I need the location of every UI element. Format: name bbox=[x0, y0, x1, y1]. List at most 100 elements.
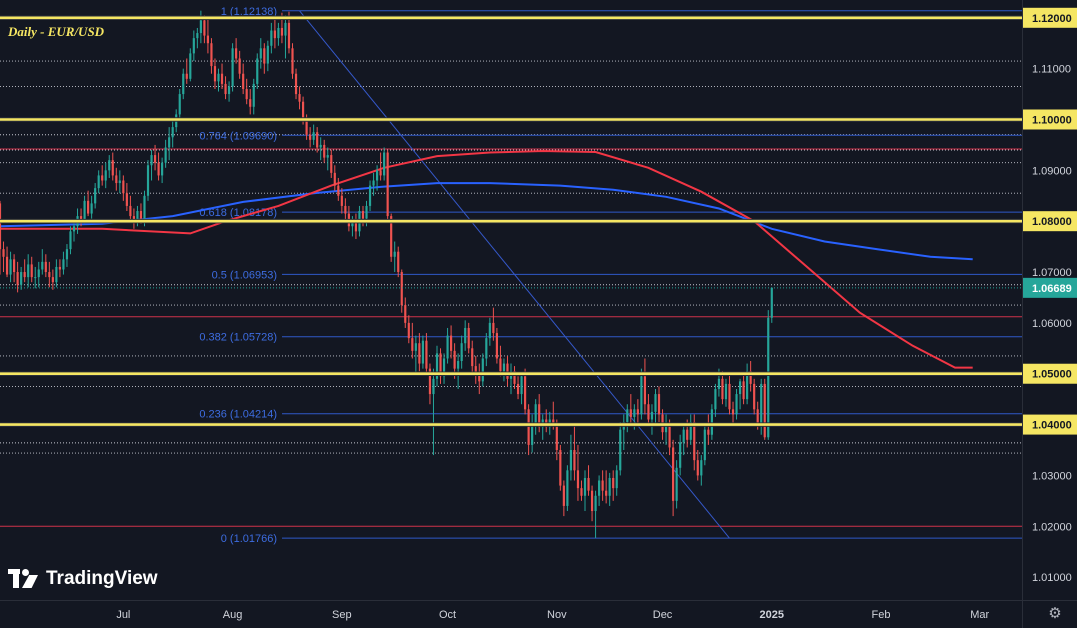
price-tick-highlight bbox=[1023, 363, 1077, 384]
time-tick-label: 2025 bbox=[760, 609, 784, 621]
bullish-candle bbox=[136, 211, 139, 222]
bullish-candle bbox=[365, 205, 368, 219]
bullish-candle bbox=[531, 424, 534, 445]
bullish-candle bbox=[464, 327, 467, 344]
bearish-candle bbox=[647, 404, 650, 420]
bearish-candle bbox=[404, 305, 407, 323]
bearish-candle bbox=[337, 185, 340, 196]
price-tick-label: 1.09000 bbox=[1032, 165, 1072, 177]
bearish-candle bbox=[224, 83, 227, 95]
bullish-candle bbox=[27, 264, 30, 278]
bearish-candle bbox=[361, 211, 365, 219]
bullish-candle bbox=[375, 170, 379, 181]
bullish-candle bbox=[675, 467, 678, 501]
bearish-candle bbox=[111, 160, 114, 176]
bullish-candle bbox=[277, 27, 280, 39]
bearish-candle bbox=[79, 216, 83, 222]
bearish-candle bbox=[122, 180, 125, 194]
bullish-candle bbox=[583, 477, 587, 496]
bearish-candle bbox=[157, 162, 160, 176]
bullish-candle bbox=[270, 30, 273, 46]
bullish-candle bbox=[735, 394, 738, 415]
bullish-candle bbox=[69, 231, 72, 250]
bearish-candle bbox=[344, 205, 347, 214]
time-tick-label: Oct bbox=[439, 609, 456, 621]
bullish-candle bbox=[104, 170, 107, 181]
bearish-candle bbox=[425, 340, 428, 369]
bullish-candle bbox=[432, 378, 435, 395]
price-tick-highlight bbox=[1023, 7, 1077, 28]
bearish-candle bbox=[400, 272, 403, 306]
price-tick-label: 1.10000 bbox=[1032, 114, 1072, 126]
settings-gear-icon[interactable]: ⚙ bbox=[1048, 605, 1062, 622]
bullish-candle bbox=[710, 409, 713, 435]
bullish-candle bbox=[770, 287, 773, 318]
bullish-candle bbox=[619, 429, 622, 471]
bearish-candle bbox=[693, 422, 696, 461]
bearish-candle bbox=[467, 327, 470, 349]
bullish-candle bbox=[150, 155, 153, 166]
bullish-candle bbox=[37, 269, 40, 278]
fib-level-label: 0.5 (1.06953) bbox=[212, 269, 277, 281]
bullish-candle bbox=[738, 381, 742, 395]
bearish-candle bbox=[453, 350, 456, 369]
tradingview-logo: TradingView bbox=[8, 568, 158, 590]
bullish-candle bbox=[168, 137, 171, 148]
bullish-candle bbox=[594, 495, 597, 512]
bearish-candle bbox=[728, 383, 731, 410]
current-price-label: 1.06689 bbox=[1032, 283, 1072, 295]
bullish-candle bbox=[679, 442, 682, 468]
bullish-candle bbox=[714, 388, 717, 410]
bearish-candle bbox=[129, 205, 132, 217]
bullish-candle bbox=[703, 429, 706, 461]
bullish-candle bbox=[284, 22, 287, 36]
time-tick-label: Aug bbox=[223, 609, 243, 621]
fib-level-label: 1 (1.12138) bbox=[221, 6, 277, 18]
price-axis-background bbox=[1022, 0, 1077, 628]
time-tick-label: Feb bbox=[872, 609, 891, 621]
bearish-candle bbox=[220, 73, 224, 84]
bullish-candle bbox=[143, 195, 146, 219]
bearish-candle bbox=[330, 155, 333, 173]
bullish-candle bbox=[640, 376, 643, 415]
bearish-candle bbox=[101, 175, 104, 181]
bearish-candle bbox=[30, 264, 33, 278]
bullish-candle bbox=[97, 175, 100, 189]
bearish-candle bbox=[506, 363, 509, 379]
bullish-candle bbox=[534, 404, 537, 425]
bullish-candle bbox=[724, 383, 728, 400]
bullish-candle bbox=[351, 221, 354, 227]
bearish-candle bbox=[13, 259, 16, 273]
time-tick-label: Jul bbox=[116, 609, 130, 621]
price-tick-label: 1.06000 bbox=[1032, 318, 1072, 330]
bullish-candle bbox=[598, 480, 601, 496]
bearish-candle bbox=[323, 144, 326, 158]
bullish-candle bbox=[488, 322, 491, 339]
bearish-candle bbox=[245, 88, 248, 100]
bullish-candle bbox=[608, 477, 611, 496]
bearish-candle bbox=[418, 343, 421, 364]
bullish-candle bbox=[481, 358, 484, 382]
bearish-candle bbox=[5, 256, 9, 275]
bullish-candle bbox=[83, 200, 86, 222]
bullish-candle bbox=[760, 383, 763, 425]
price-tick-label: 1.08000 bbox=[1032, 216, 1072, 228]
bullish-candle bbox=[266, 45, 269, 64]
bullish-candle bbox=[312, 132, 315, 140]
bullish-candle bbox=[259, 48, 262, 59]
bearish-candle bbox=[707, 429, 710, 435]
bearish-candle bbox=[397, 251, 400, 273]
time-tick-label: Mar bbox=[970, 609, 989, 621]
time-tick-label: Nov bbox=[547, 609, 567, 621]
price-tick-highlight bbox=[1023, 414, 1077, 435]
bearish-candle bbox=[495, 333, 498, 359]
bearish-candle bbox=[657, 394, 661, 415]
bullish-candle bbox=[90, 203, 93, 214]
bullish-candle bbox=[446, 335, 449, 359]
bearish-candle bbox=[516, 383, 520, 395]
bearish-candle bbox=[203, 20, 206, 36]
bullish-candle bbox=[457, 361, 460, 369]
bearish-candle bbox=[439, 353, 442, 377]
price-tick-label: 1.07000 bbox=[1032, 267, 1072, 279]
